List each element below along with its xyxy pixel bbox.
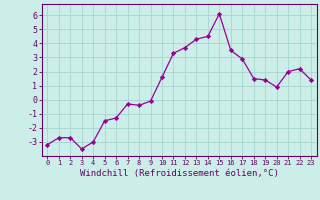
X-axis label: Windchill (Refroidissement éolien,°C): Windchill (Refroidissement éolien,°C) [80,169,279,178]
